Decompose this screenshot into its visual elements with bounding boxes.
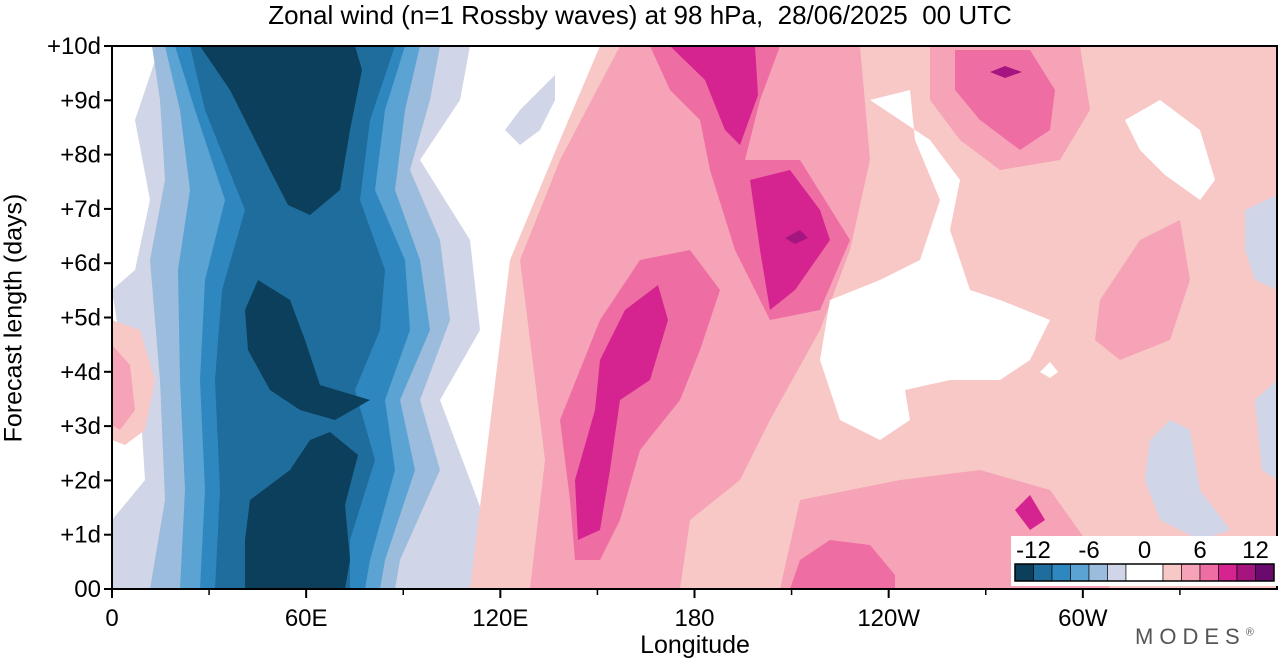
colorbar-label: -6	[1078, 537, 1099, 564]
colorbar-swatch	[1014, 563, 1034, 582]
registered-mark: ®	[1245, 626, 1260, 639]
contour-neg-12	[245, 432, 358, 589]
contour-neg-2-east	[1145, 420, 1230, 540]
y-tick-label: +4d	[60, 359, 101, 386]
contour-pos-4-w	[112, 345, 135, 430]
colorbar-swatch	[1107, 563, 1127, 582]
x-axis-label: Longitude	[640, 631, 750, 659]
y-tick-label: +8d	[60, 142, 101, 169]
y-tick-label: +1d	[60, 522, 101, 549]
y-tick-label: 00	[74, 576, 101, 603]
x-tick-label: 120W	[857, 605, 920, 632]
colorbar-swatch	[1125, 563, 1164, 582]
x-tick-label: 180	[674, 605, 714, 632]
y-tick-label: +6d	[60, 250, 101, 277]
colorbar-swatch	[1236, 563, 1256, 582]
contour-zero-pocket	[820, 90, 1050, 440]
modes-logo: MODES®	[1135, 624, 1260, 650]
colorbar-swatch	[1181, 563, 1201, 582]
y-axis-ticks: 00 +1d +2d +3d +4d +5d +6d +7d +8d +9d +10d	[47, 33, 112, 603]
contour-zero-pocket	[1040, 362, 1058, 378]
contour-neg-2-east	[505, 75, 555, 145]
colorbar-label: 0	[1138, 537, 1151, 564]
contour-pos-8-upper	[670, 46, 758, 145]
y-tick-label: +3d	[60, 413, 101, 440]
colorbar-swatch	[1218, 563, 1238, 582]
y-tick-label: +2d	[60, 467, 101, 494]
x-tick-label: 0	[105, 605, 118, 632]
colorbar-swatch	[1162, 563, 1182, 582]
colorbar: -12 -6 0 6 12	[1011, 536, 1278, 586]
contour-field	[112, 46, 1277, 589]
x-tick-label: 120E	[472, 605, 528, 632]
contour-pos-10-ne	[990, 66, 1022, 78]
contour-neg-2-east	[1255, 380, 1277, 480]
colorbar-swatch	[1051, 563, 1071, 582]
x-axis-ticks: 0 60E 120E 180 120W 60W	[105, 589, 1181, 632]
colorbar-swatch	[1033, 563, 1053, 582]
contour-zero-pocket	[1125, 100, 1215, 200]
chart-title: Zonal wind (n=1 Rossby waves) at 98 hPa,…	[268, 0, 1012, 30]
colorbar-label: 12	[1242, 537, 1269, 564]
x-tick-label: 60W	[1058, 605, 1108, 632]
contour-pos-10	[785, 230, 808, 244]
colorbar-label: -12	[1016, 537, 1051, 564]
contour-pos-6-sw	[790, 540, 895, 589]
colorbar-swatch	[1255, 563, 1275, 582]
colorbar-swatch	[1070, 563, 1090, 582]
plot-frame	[111, 45, 1278, 590]
x-tick-label: 60E	[285, 605, 328, 632]
contour-pos-8-small	[1015, 495, 1045, 530]
y-tick-label: +7d	[60, 196, 101, 223]
contour-neg-12	[245, 280, 370, 420]
y-tick-label: +9d	[60, 87, 101, 114]
colorbar-frame	[1014, 563, 1275, 582]
brand-label: MODES	[1135, 624, 1246, 649]
colorbar-swatch	[1199, 563, 1219, 582]
contour-pos-8	[575, 285, 668, 540]
y-tick-label: +10d	[47, 33, 101, 60]
contour-neg-12	[200, 46, 362, 215]
contour-pos-6-ne	[955, 50, 1055, 150]
colorbar-swatch	[1088, 563, 1108, 582]
contour-pos-4-e	[1095, 220, 1190, 360]
contour-neg-2-east	[1245, 195, 1277, 290]
y-tick-label: +5d	[60, 305, 101, 332]
colorbar-label: 6	[1193, 537, 1206, 564]
